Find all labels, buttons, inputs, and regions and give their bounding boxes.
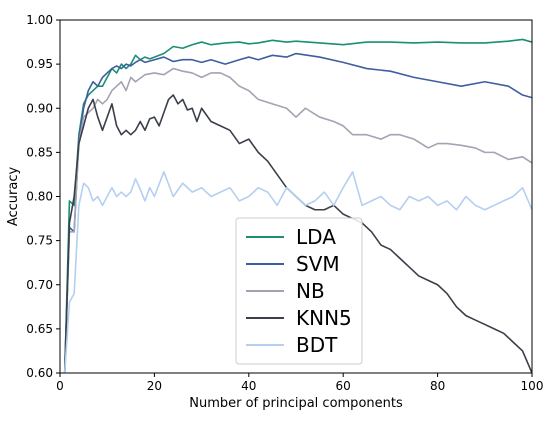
axes-layer: 0 20 40 60 80 100 0.60 0.65 0.70 0.75 0.80 0.85 0.90…: [26, 13, 543, 393]
x-tick-label: 40: [241, 379, 256, 393]
y-tick-label: 0.95: [26, 57, 53, 71]
legend-box: [235, 217, 363, 365]
x-axis-title: Number of principal components: [189, 396, 403, 411]
x-tick-label: 100: [521, 379, 544, 393]
x-tick-label: 80: [430, 379, 445, 393]
legend-label-nb: NB: [296, 279, 325, 303]
y-tick-label: 0.75: [26, 234, 53, 248]
y-tick-label: 0.60: [26, 366, 53, 380]
y-tick-label: 0.80: [26, 190, 53, 204]
y-tick-label: 0.85: [26, 145, 53, 159]
y-tick-label: 1.00: [26, 13, 53, 27]
legend-label-svm: SVM: [296, 252, 340, 276]
legend-label-knn5: KNN5: [296, 306, 352, 330]
y-axis-title: Accuracy: [6, 167, 21, 227]
y-tick-label: 0.65: [26, 322, 53, 336]
series-line-bdt: [63, 170, 532, 373]
legend-label-lda: LDA: [296, 225, 336, 249]
series-layer: [63, 38, 532, 373]
x-tick-label: 0: [56, 379, 64, 393]
legend-label-bdt: BDT: [296, 333, 338, 357]
x-tick-label: 20: [147, 379, 162, 393]
series-line-nb: [63, 67, 532, 373]
y-tick-label: 0.90: [26, 101, 53, 115]
legend: LDA SVM NB KNN5 BDT: [235, 217, 363, 365]
x-tick-label: 60: [336, 379, 351, 393]
series-line-svm: [63, 52, 532, 373]
series-line-knn5: [63, 94, 532, 373]
y-tick-label: 0.70: [26, 278, 53, 292]
